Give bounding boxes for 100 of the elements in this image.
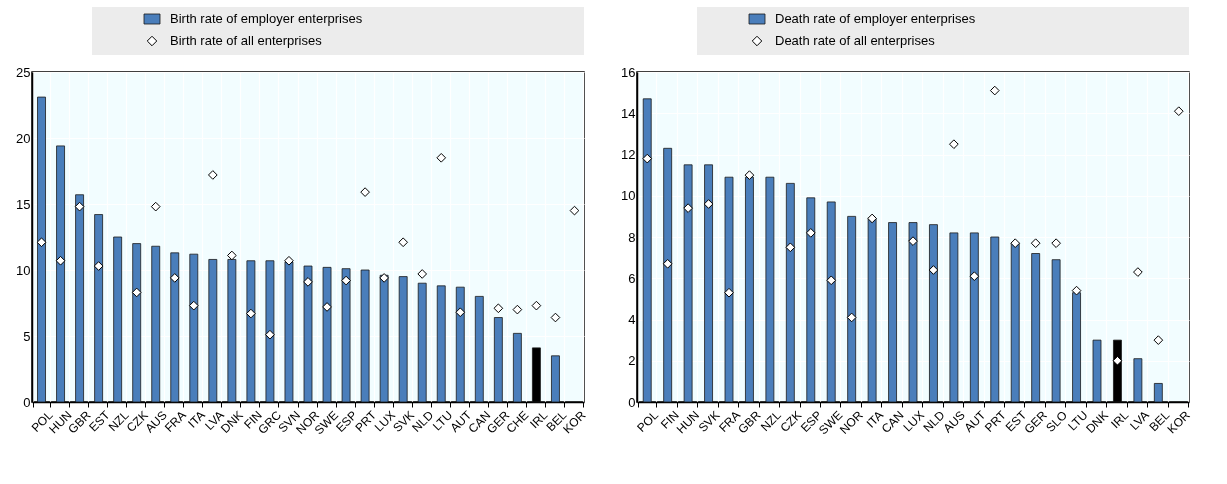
y-tick-label: 0 (23, 394, 31, 410)
point (969, 271, 980, 282)
bar (765, 176, 775, 403)
point (642, 153, 653, 164)
bar (663, 147, 673, 403)
bar (551, 355, 560, 403)
point (131, 287, 142, 298)
y-tick-label: 20 (16, 130, 31, 146)
point (398, 237, 408, 248)
bar (1133, 358, 1143, 403)
point (360, 187, 370, 197)
y-tick-label: 0 (628, 394, 636, 410)
point (341, 275, 351, 286)
point (303, 277, 313, 287)
bar (724, 176, 734, 403)
bar (908, 222, 918, 403)
bar (493, 317, 503, 403)
point (949, 139, 959, 150)
y-tick-label: 25 (16, 64, 31, 80)
y-tick-label: 8 (628, 229, 636, 245)
bar (826, 201, 836, 403)
point (989, 85, 1000, 96)
point (512, 304, 523, 315)
point (265, 329, 275, 340)
bar (929, 224, 938, 403)
point (550, 312, 561, 323)
point (703, 199, 714, 209)
bar (806, 197, 816, 403)
bar (1072, 292, 1081, 403)
point (36, 237, 47, 248)
bar (360, 269, 370, 403)
bar (704, 164, 713, 403)
point (1010, 238, 1021, 249)
legend-label: Birth rate of employer enterprises (170, 11, 363, 26)
y-tick-label: 10 (16, 262, 31, 278)
point (188, 300, 199, 311)
point (55, 255, 66, 266)
point (867, 213, 877, 224)
bar (151, 245, 161, 403)
bar (208, 259, 218, 403)
bar (303, 265, 313, 403)
bar (37, 96, 46, 403)
point (785, 242, 796, 253)
bar (132, 243, 142, 403)
point (93, 261, 104, 271)
point (662, 258, 673, 269)
point (493, 303, 504, 314)
bar (75, 194, 84, 403)
point (417, 269, 428, 279)
point (227, 250, 237, 261)
point (683, 203, 693, 213)
bar (867, 218, 877, 403)
point (1153, 335, 1164, 345)
bar (246, 260, 256, 403)
point (908, 236, 918, 246)
bar (436, 285, 446, 403)
bar (1092, 339, 1102, 403)
bar (113, 236, 123, 403)
bar (398, 276, 408, 403)
bar (847, 215, 857, 403)
point (208, 170, 218, 180)
bar (949, 232, 959, 403)
bar (265, 260, 275, 403)
legend-label: Birth rate of all enterprises (170, 33, 323, 48)
bar (1010, 242, 1020, 403)
point (1173, 106, 1184, 117)
point (724, 287, 734, 298)
point (1071, 285, 1082, 296)
point (1051, 238, 1061, 249)
bar (455, 286, 465, 403)
bar (284, 261, 294, 403)
point (169, 273, 180, 283)
point (246, 308, 256, 319)
point (74, 201, 85, 212)
y-tick-label: 4 (628, 312, 636, 327)
bar (888, 222, 897, 403)
bar (642, 98, 652, 403)
y-tick-label: 6 (628, 270, 636, 286)
y-tick-label: 14 (621, 105, 636, 121)
y-tick-label: 5 (23, 328, 31, 344)
point (805, 228, 816, 238)
y-tick-label: 10 (621, 188, 636, 204)
point (846, 312, 857, 323)
bar (969, 232, 979, 403)
bar (785, 182, 795, 403)
bar (1051, 259, 1061, 403)
point (531, 300, 542, 311)
y-tick-label: 15 (16, 196, 31, 212)
point (284, 255, 294, 266)
point (1030, 238, 1041, 249)
bar (683, 164, 693, 403)
bar (1031, 253, 1041, 403)
y-tick-label: 16 (621, 64, 636, 80)
legend-label: Death rate of employer enterprises (775, 11, 976, 26)
bar (227, 259, 237, 403)
bar (990, 236, 1000, 403)
point (744, 170, 755, 180)
point (928, 265, 939, 275)
bar (56, 145, 65, 403)
point (150, 201, 161, 212)
